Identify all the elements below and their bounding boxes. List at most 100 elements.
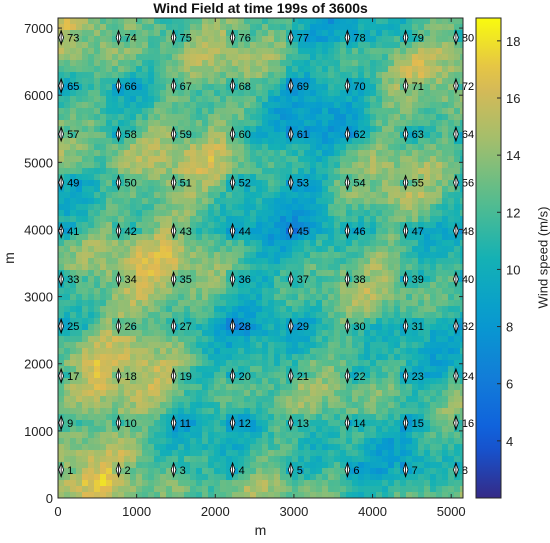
turbine-marker: 16 (453, 414, 474, 432)
turbine-marker: 77 (287, 29, 309, 46)
turbine-marker: 53 (287, 174, 309, 191)
turbine-marker: 4 (229, 461, 245, 479)
turbine-label: 38 (353, 274, 365, 286)
turbine-label: 15 (412, 418, 424, 430)
turbine-marker: 3 (170, 461, 186, 479)
turbine-marker: 68 (229, 77, 251, 95)
turbine-marker: 74 (115, 29, 137, 46)
turbine-marker: 28 (229, 317, 251, 335)
turbine-label: 36 (239, 274, 251, 286)
turbine-label: 32 (462, 321, 474, 333)
turbine-marker: 2 (115, 461, 131, 479)
colorbar-tick-label: 12 (506, 205, 520, 220)
turbine-label: 73 (67, 32, 79, 44)
turbine-marker: 39 (402, 270, 424, 288)
turbine-label: 45 (297, 226, 309, 238)
turbine-label: 13 (297, 418, 309, 430)
turbine-label: 19 (180, 371, 192, 383)
turbine-label: 60 (239, 129, 251, 141)
colorbar-tick-label: 14 (506, 148, 520, 163)
turbine-marker: 47 (402, 222, 424, 240)
turbine-label: 77 (297, 32, 309, 44)
colorbar (475, 17, 502, 499)
turbine-label: 20 (239, 371, 251, 383)
turbine-marker: 70 (344, 77, 366, 95)
turbine-label: 47 (412, 226, 424, 238)
turbine-marker: 72 (453, 77, 474, 95)
turbine-label: 27 (180, 321, 192, 333)
turbine-marker: 67 (170, 77, 192, 95)
turbine-label: 66 (125, 81, 137, 93)
turbine-label: 10 (125, 418, 137, 430)
turbine-label: 5 (297, 465, 303, 477)
turbine-marker: 33 (58, 270, 79, 288)
turbine-label: 1 (67, 465, 73, 477)
x-tick-label: 0 (54, 504, 61, 519)
turbine-marker: 29 (287, 317, 309, 335)
turbine-label: 65 (67, 81, 79, 93)
turbine-marker: 34 (115, 270, 137, 288)
turbine-marker: 35 (170, 270, 192, 288)
x-axis-label: m (254, 522, 267, 538)
x-tick-label: 4000 (358, 504, 387, 519)
chart-title: Wind Field at time 199s of 3600s (153, 0, 368, 16)
turbine-label: 51 (180, 177, 192, 189)
turbine-label: 61 (297, 129, 309, 141)
turbine-label: 12 (239, 418, 251, 430)
turbine-marker: 31 (402, 317, 424, 335)
turbine-label: 55 (412, 177, 424, 189)
colorbar-tick-label: 18 (506, 34, 520, 49)
turbine-marker: 24 (453, 367, 474, 385)
wind-field-heatmap (58, 18, 463, 498)
turbine-marker: 44 (229, 222, 251, 240)
turbine-label: 56 (462, 177, 474, 189)
turbine-marker: 22 (344, 367, 366, 385)
turbine-label: 11 (180, 418, 191, 430)
turbine-marker: 42 (115, 222, 137, 240)
y-tick-label: 4000 (24, 222, 53, 237)
turbine-marker: 45 (287, 222, 309, 240)
turbine-marker: 55 (402, 174, 424, 191)
colorbar-tick-label: 6 (506, 377, 513, 392)
turbine-label: 78 (353, 32, 365, 44)
turbine-marker: 52 (229, 174, 251, 191)
turbine-marker: 17 (58, 367, 79, 385)
turbine-label: 48 (462, 226, 474, 238)
turbine-marker: 32 (453, 317, 474, 335)
turbine-marker: 50 (115, 174, 137, 191)
plot-frame (57, 17, 464, 499)
turbine-marker: 11 (170, 414, 191, 432)
turbine-marker: 5 (287, 461, 303, 479)
turbine-marker: 57 (58, 125, 79, 143)
turbine-marker: 23 (402, 367, 424, 385)
turbine-marker: 62 (344, 125, 366, 143)
turbine-marker: 69 (287, 77, 309, 95)
turbine-label: 52 (239, 177, 251, 189)
y-tick-label: 2000 (24, 357, 53, 372)
turbine-marker: 46 (344, 222, 366, 240)
turbine-marker: 26 (115, 317, 137, 335)
turbine-marker: 56 (453, 174, 474, 191)
turbine-label: 63 (412, 129, 424, 141)
turbine-label: 80 (462, 32, 474, 44)
turbine-label: 50 (125, 177, 137, 189)
turbine-label: 46 (353, 226, 365, 238)
turbine-marker: 65 (58, 77, 79, 95)
turbine-label: 70 (353, 81, 365, 93)
turbine-label: 53 (297, 177, 309, 189)
turbine-label: 64 (462, 129, 474, 141)
x-tick-label: 3000 (279, 504, 308, 519)
turbine-label: 7 (412, 465, 418, 477)
colorbar-tick-label: 10 (506, 262, 520, 277)
colorbar-tick-label: 8 (506, 320, 513, 335)
x-tick-label: 1000 (122, 504, 151, 519)
y-tick-label: 6000 (24, 88, 53, 103)
turbine-label: 3 (180, 465, 186, 477)
turbine-marker: 76 (229, 29, 251, 46)
turbine-label: 62 (353, 129, 365, 141)
turbine-label: 41 (67, 226, 79, 238)
turbine-label: 25 (67, 321, 79, 333)
turbine-marker: 49 (58, 174, 79, 191)
turbine-label: 76 (239, 32, 251, 44)
